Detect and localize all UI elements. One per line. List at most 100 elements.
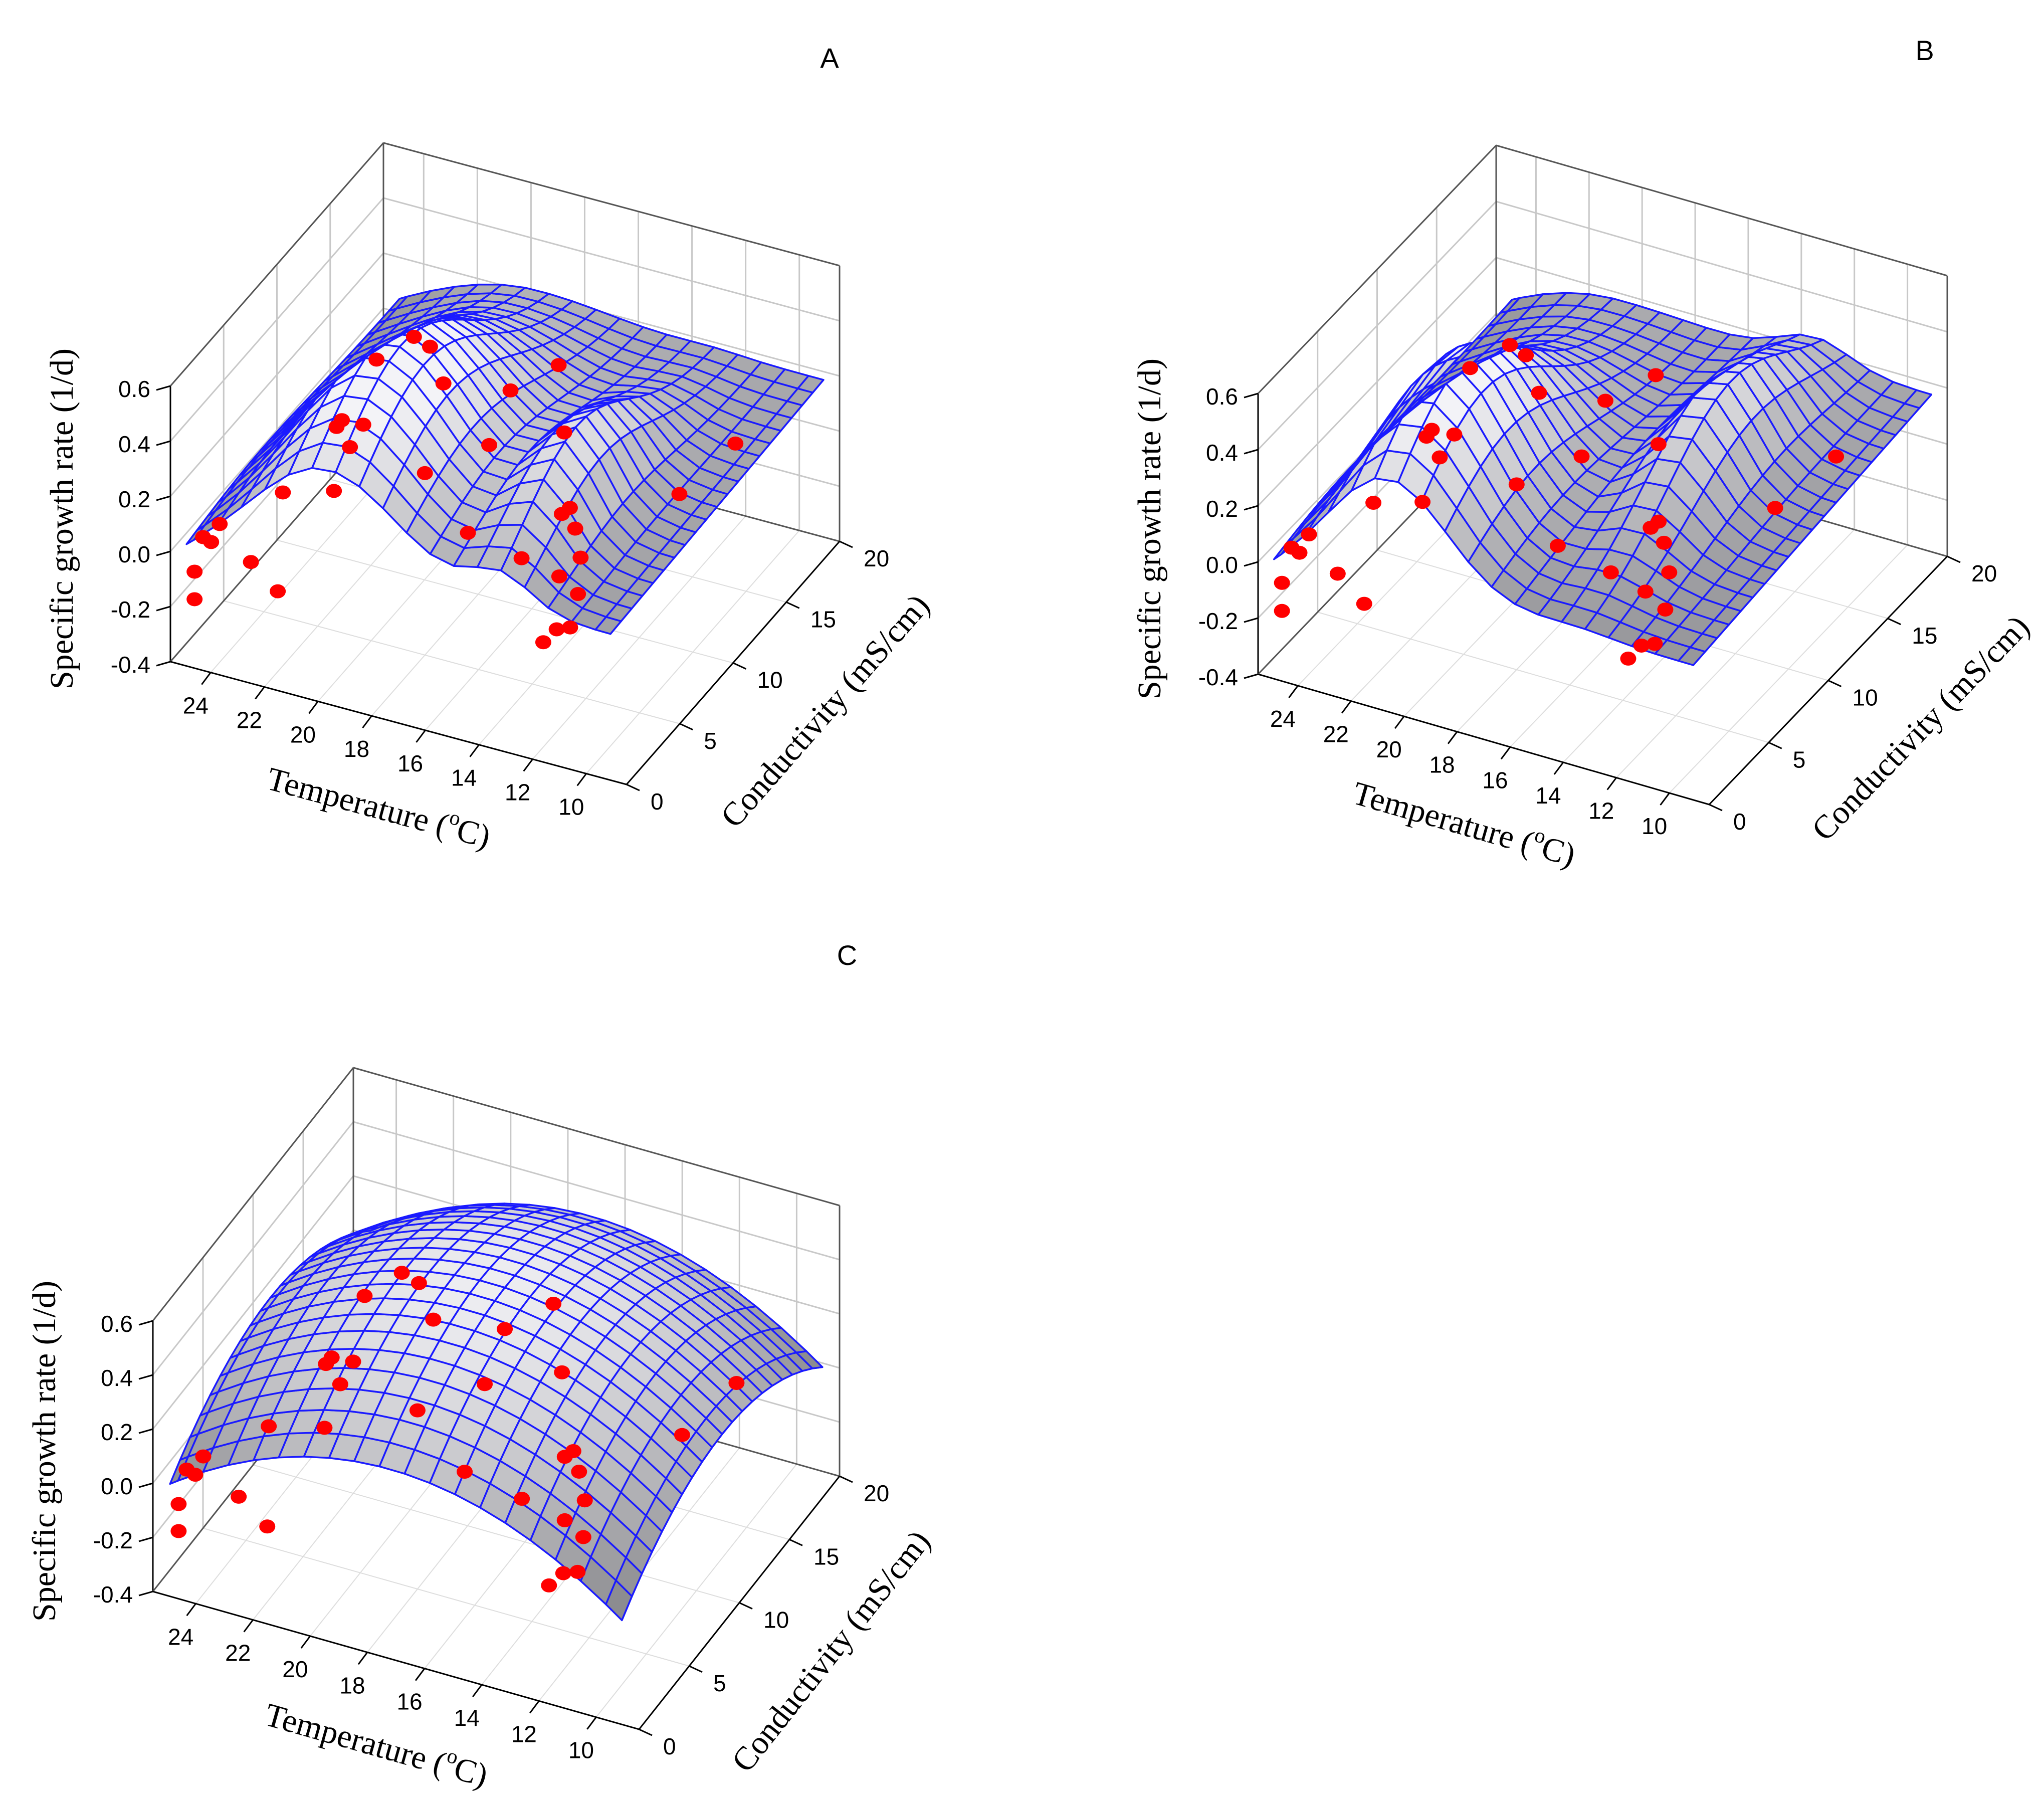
- x-tick-mark: [415, 1668, 426, 1681]
- x-tick-mark: [472, 1684, 483, 1697]
- x-tick-mark: [186, 1603, 196, 1617]
- z-tick-label: 0.4: [1206, 440, 1238, 466]
- z-tick-mark: [156, 440, 171, 446]
- data-point: [513, 551, 530, 565]
- y-ticks: 0 5 10 15 20: [626, 540, 889, 815]
- x-tick-mark: [1606, 777, 1617, 790]
- data-point: [1597, 393, 1613, 408]
- x-tick-label: 20: [1376, 736, 1402, 762]
- data-point: [422, 339, 438, 354]
- y-tick-label: 10: [1853, 685, 1878, 711]
- axis-line: [1258, 673, 1710, 806]
- y-tick-mark: [839, 1475, 853, 1483]
- z-ticks: -0.4 -0.2 0.0 0.2 0.4 0.6: [93, 1311, 153, 1608]
- data-point: [1329, 566, 1346, 581]
- x-tick-mark: [1341, 700, 1352, 714]
- z-axis-title: Specific growth rate (1/d): [26, 1281, 63, 1622]
- y-tick-mark: [1947, 555, 1961, 563]
- y-tick-mark: [1827, 680, 1842, 687]
- data-point: [1274, 575, 1290, 590]
- data-point: [1651, 514, 1667, 529]
- x-axis-title-main: Temperature (: [263, 760, 452, 844]
- x-tick-label: 20: [282, 1656, 308, 1682]
- x-tick-label: 16: [397, 750, 423, 776]
- x-tick-label: 16: [396, 1689, 422, 1715]
- data-point: [728, 1376, 745, 1390]
- floor-grid-line: [277, 539, 733, 664]
- panel-b: -0.4 -0.2 0.0 0.2 0.4 0.6 24 22 20 18 16 14 12 10 0 5 10…: [1131, 35, 2036, 874]
- y-ticks: 0 5 10 15 20: [639, 1475, 889, 1759]
- y-tick-label: 5: [704, 728, 717, 754]
- surface-mesh: [1273, 292, 1932, 666]
- data-point: [1648, 368, 1664, 382]
- data-point: [535, 635, 551, 650]
- data-points: [1274, 338, 1845, 666]
- data-points: [170, 1266, 745, 1592]
- data-point: [674, 1428, 690, 1442]
- axis-line: [169, 142, 384, 386]
- data-point: [275, 485, 291, 500]
- z-tick-label: 0.2: [101, 1419, 133, 1445]
- x-tick-label: 20: [290, 721, 316, 747]
- data-point: [1446, 427, 1463, 442]
- data-point: [435, 376, 452, 390]
- floor-grid-line: [202, 1527, 690, 1667]
- data-point: [457, 1465, 473, 1479]
- surface-patch: [1499, 297, 1521, 314]
- x-tick-label: 16: [1482, 767, 1508, 793]
- x-tick-label: 24: [168, 1624, 193, 1650]
- axis-line: [383, 142, 840, 267]
- y-tick-label: 10: [757, 667, 783, 693]
- x-tick-label: 24: [183, 693, 209, 719]
- y-tick-mark: [1768, 741, 1782, 749]
- x-ticks: 24 22 20 18 16 14 12 10: [1270, 685, 1670, 839]
- data-point: [1301, 527, 1317, 542]
- y-tick-label: 5: [1793, 746, 1806, 772]
- panel-label: C: [837, 939, 857, 971]
- data-points: [186, 330, 744, 650]
- x-tick-mark: [1660, 792, 1670, 806]
- data-point: [727, 436, 744, 451]
- y-tick-label: 20: [1971, 560, 1997, 586]
- data-point: [195, 1449, 212, 1464]
- z-tick-mark: [138, 1320, 153, 1326]
- z-tick-mark: [156, 661, 171, 667]
- data-point: [411, 1276, 427, 1290]
- axis-line: [152, 1067, 354, 1321]
- data-point: [409, 1403, 426, 1418]
- x-tick-label: 22: [225, 1640, 251, 1666]
- z-tick-label: 0.6: [118, 376, 150, 402]
- z-ticks: -0.4 -0.2 0.0 0.2 0.4 0.6: [1198, 383, 1259, 690]
- y-tick-label: 20: [864, 545, 889, 571]
- x-tick-label: 22: [237, 707, 262, 733]
- x-tick-mark: [523, 758, 533, 772]
- axis-line: [1496, 144, 1948, 277]
- x-tick-label: 12: [505, 779, 530, 806]
- z-tick-mark: [1244, 673, 1259, 679]
- y-tick-mark: [732, 662, 747, 670]
- z-tick-label: 0.0: [118, 541, 150, 567]
- data-point: [551, 569, 567, 583]
- x-tick-label: 10: [558, 793, 584, 820]
- data-point: [555, 1566, 571, 1580]
- data-point: [1274, 604, 1290, 618]
- y-tick-mark: [786, 601, 800, 609]
- z-tick-label: -0.4: [111, 652, 150, 678]
- z-tick-label: 0.2: [118, 486, 150, 512]
- x-tick-label: 10: [568, 1737, 594, 1763]
- z-tick-label: -0.4: [93, 1581, 133, 1608]
- x-tick-mark: [1500, 746, 1511, 760]
- x-tick-label: 12: [1588, 797, 1614, 824]
- data-point: [332, 1377, 348, 1391]
- data-point: [1633, 638, 1650, 653]
- data-point: [170, 1524, 187, 1538]
- x-ticks: 24 22 20 18 16 14 12 10: [183, 672, 587, 820]
- data-point: [334, 413, 350, 428]
- y-tick-label: 0: [651, 788, 664, 815]
- data-point: [170, 1497, 187, 1511]
- data-point: [1650, 437, 1667, 452]
- data-point: [1647, 637, 1663, 651]
- data-point: [567, 521, 583, 536]
- z-tick-label: 0.0: [1206, 552, 1238, 578]
